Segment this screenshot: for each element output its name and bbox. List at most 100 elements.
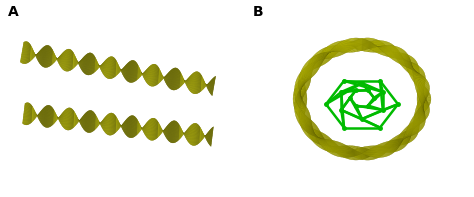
Polygon shape [162,130,164,131]
Polygon shape [403,130,413,140]
Polygon shape [418,88,428,91]
Polygon shape [386,143,392,152]
Polygon shape [368,38,370,52]
Polygon shape [301,72,310,81]
Polygon shape [361,147,362,160]
Polygon shape [311,132,322,140]
Polygon shape [423,89,424,96]
Polygon shape [123,65,126,75]
Polygon shape [170,121,173,142]
Polygon shape [417,95,431,96]
Polygon shape [323,137,329,150]
Polygon shape [414,120,419,129]
Polygon shape [313,130,319,141]
Polygon shape [342,46,344,49]
Polygon shape [414,78,425,79]
Polygon shape [314,131,320,142]
Polygon shape [296,106,306,112]
Polygon shape [59,115,61,121]
Polygon shape [325,48,330,60]
Polygon shape [88,53,91,75]
Polygon shape [326,47,334,58]
Polygon shape [306,69,313,71]
Polygon shape [60,114,62,122]
Polygon shape [44,106,46,126]
Polygon shape [140,126,142,130]
Polygon shape [307,66,317,68]
Polygon shape [83,54,87,72]
Polygon shape [349,150,352,155]
Polygon shape [148,65,152,85]
Polygon shape [165,125,168,137]
Polygon shape [61,51,65,68]
Polygon shape [43,106,46,126]
Polygon shape [304,65,316,73]
Polygon shape [408,126,420,131]
Polygon shape [361,147,362,159]
Polygon shape [310,132,321,138]
Polygon shape [394,140,397,150]
Polygon shape [393,143,400,146]
Polygon shape [324,49,332,58]
Polygon shape [327,47,332,59]
Polygon shape [360,39,361,50]
Polygon shape [404,62,411,63]
Polygon shape [186,77,189,85]
Polygon shape [305,125,317,134]
Polygon shape [416,107,429,112]
Polygon shape [299,107,303,113]
Polygon shape [93,56,94,74]
Polygon shape [114,59,116,77]
Polygon shape [416,85,429,89]
Polygon shape [82,55,86,72]
Polygon shape [331,142,338,154]
Polygon shape [370,41,373,49]
Polygon shape [80,57,83,68]
Polygon shape [416,108,429,112]
Polygon shape [135,63,137,82]
Polygon shape [305,120,308,125]
Polygon shape [300,86,302,92]
Polygon shape [62,111,64,126]
Polygon shape [192,72,196,93]
Polygon shape [320,136,323,145]
Polygon shape [419,81,424,86]
Polygon shape [46,105,48,127]
Polygon shape [162,73,163,80]
Polygon shape [389,48,391,52]
Polygon shape [403,58,414,68]
Polygon shape [97,118,98,127]
Polygon shape [405,128,415,139]
Polygon shape [351,146,353,160]
Polygon shape [61,51,65,68]
Polygon shape [366,38,368,52]
Polygon shape [392,140,396,151]
Polygon shape [419,115,421,122]
Polygon shape [412,126,417,131]
Polygon shape [195,72,199,94]
Polygon shape [403,60,409,61]
Polygon shape [343,145,346,157]
Polygon shape [135,118,136,137]
Polygon shape [301,121,313,126]
Polygon shape [144,123,146,133]
Polygon shape [32,107,33,122]
Polygon shape [419,100,429,105]
Polygon shape [324,139,325,146]
Polygon shape [374,39,377,52]
Polygon shape [373,147,376,157]
Polygon shape [401,138,404,142]
Polygon shape [295,87,306,93]
Polygon shape [33,109,34,121]
Polygon shape [371,150,372,156]
Polygon shape [373,41,376,51]
Polygon shape [311,58,322,66]
Polygon shape [383,146,389,152]
Polygon shape [313,62,314,68]
Polygon shape [303,124,316,132]
Polygon shape [417,95,431,96]
Polygon shape [193,72,196,93]
Polygon shape [336,144,337,153]
Polygon shape [299,80,309,82]
Polygon shape [389,141,393,153]
